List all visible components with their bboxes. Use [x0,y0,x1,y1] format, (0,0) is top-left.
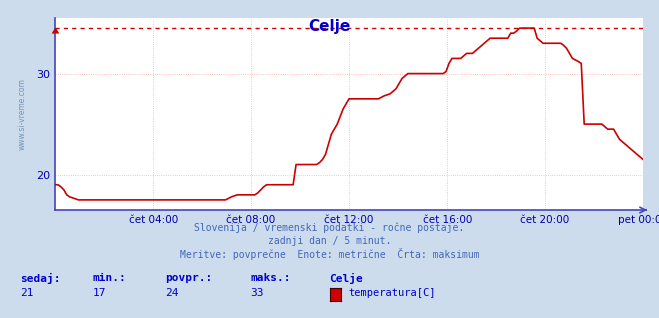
Text: www.si-vreme.com: www.si-vreme.com [18,78,26,150]
Text: Celje: Celje [308,19,351,34]
Text: min.:: min.: [92,273,126,283]
Text: Slovenija / vremenski podatki - ročne postaje.: Slovenija / vremenski podatki - ročne po… [194,223,465,233]
Text: temperatura[C]: temperatura[C] [348,288,436,298]
Text: povpr.:: povpr.: [165,273,212,283]
Text: 21: 21 [20,288,33,298]
Text: zadnji dan / 5 minut.: zadnji dan / 5 minut. [268,236,391,246]
Text: Celje: Celje [330,273,363,284]
Text: 17: 17 [92,288,105,298]
Text: Meritve: povprečne  Enote: metrične  Črta: maksimum: Meritve: povprečne Enote: metrične Črta:… [180,248,479,260]
Text: 33: 33 [250,288,264,298]
Text: maks.:: maks.: [250,273,291,283]
Text: 24: 24 [165,288,178,298]
Text: sedaj:: sedaj: [20,273,60,284]
